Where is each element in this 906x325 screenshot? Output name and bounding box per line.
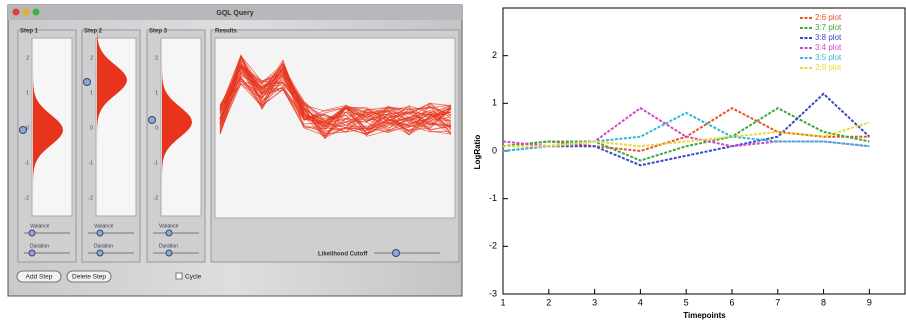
legend-label: 3:4 plot (815, 43, 842, 52)
step-tick-label: 2 (155, 55, 158, 61)
slider-knob[interactable] (29, 230, 35, 236)
step-handle[interactable] (149, 117, 156, 124)
x-tick-label: 3 (592, 297, 597, 307)
cutoff-label: Likelihood Cutoff (318, 252, 368, 258)
y-tick-label: -1 (489, 193, 497, 203)
step-tick-label: 1 (90, 90, 93, 96)
x-tick-label: 2 (546, 297, 551, 307)
slider-knob[interactable] (166, 250, 172, 256)
step-tick-label: -2 (25, 195, 30, 201)
step-handle[interactable] (84, 79, 91, 86)
x-tick-label: 8 (821, 297, 826, 307)
step-tick-label: 1 (155, 90, 158, 96)
y-tick-label: 0 (492, 145, 497, 155)
x-tick-label: 4 (638, 297, 643, 307)
step-tick-label: -2 (154, 195, 159, 201)
y-axis-label: LogRatio (473, 135, 482, 170)
x-tick-label: 1 (500, 297, 505, 307)
slider-knob[interactable] (97, 250, 103, 256)
delete-step-label[interactable]: Delete Step (72, 274, 106, 281)
x-axis-label: Timepoints (683, 311, 726, 320)
step-tick-label: 2 (90, 55, 93, 61)
legend-label: 2:6 plot (815, 13, 842, 22)
legend-label: 3:7 plot (815, 23, 842, 32)
slider-label: Duration (159, 243, 178, 249)
legend-label: 3:8 plot (815, 33, 842, 42)
cycle-checkbox[interactable] (176, 273, 182, 279)
results-title: Results (215, 29, 237, 35)
step-tick-label: -1 (154, 160, 159, 166)
step-tick-label: -1 (25, 160, 30, 166)
y-tick-label: -3 (489, 288, 497, 298)
step-tick-label: 2 (26, 55, 29, 61)
legend-label: 3:5 plot (815, 53, 842, 62)
plot-frame (503, 8, 905, 294)
minimize-button[interactable] (23, 9, 30, 16)
step-tick-label: 0 (155, 125, 158, 131)
y-tick-label: 2 (492, 50, 497, 60)
step-title: Step 2 (84, 29, 103, 35)
add-step-label[interactable]: Add Step (26, 274, 53, 281)
slider-label: Variance (30, 223, 50, 229)
legend-label: 2:9 plot (815, 63, 842, 72)
series-line (503, 108, 869, 160)
x-tick-label: 9 (867, 297, 872, 307)
slider-knob[interactable] (166, 230, 172, 236)
window-title: GQL Query (216, 10, 253, 17)
step-tick-label: 1 (26, 90, 29, 96)
x-tick-label: 7 (775, 297, 780, 307)
y-tick-label: 1 (492, 98, 497, 108)
step-title: Step 1 (20, 29, 39, 35)
step-title: Step 3 (149, 29, 168, 35)
cutoff-slider[interactable] (393, 250, 400, 257)
step-tick-label: -2 (89, 195, 94, 201)
close-button[interactable] (13, 9, 20, 16)
slider-label: Duration (94, 243, 113, 249)
step-tick-label: -1 (89, 160, 94, 166)
x-tick-label: 5 (684, 297, 689, 307)
page: GQL Query Step 1 2 1 0 -1 -2 Variance Duration S… (0, 0, 906, 320)
step-handle[interactable] (20, 127, 27, 134)
zoom-button[interactable] (33, 9, 40, 16)
slider-knob[interactable] (97, 230, 103, 236)
y-tick-label: -2 (489, 241, 497, 251)
slider-label: Variance (159, 223, 179, 229)
step-tick-label: 0 (90, 125, 93, 131)
series-line (503, 94, 869, 166)
slider-label: Variance (94, 223, 114, 229)
cycle-label[interactable]: Cycle (185, 274, 202, 281)
slider-knob[interactable] (29, 250, 35, 256)
slider-label: Duration (30, 243, 49, 249)
x-tick-label: 6 (729, 297, 734, 307)
